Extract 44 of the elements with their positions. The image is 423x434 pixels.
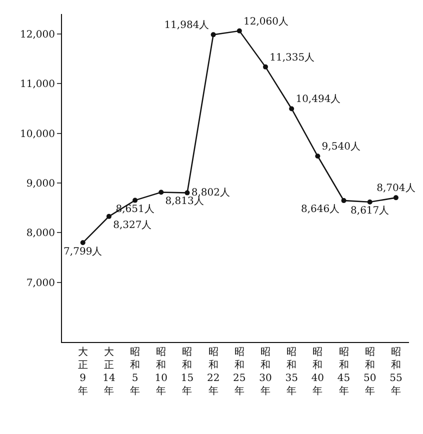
y-tick-label: 8,000 bbox=[26, 228, 55, 240]
y-tick-label: 10,000 bbox=[20, 128, 55, 140]
data-label: 8,704人 bbox=[376, 183, 416, 194]
data-label: 9,540人 bbox=[322, 142, 360, 153]
x-tick-label: 大正14年 bbox=[102, 346, 116, 397]
point bbox=[367, 200, 372, 204]
point bbox=[132, 198, 138, 203]
data-label: 7,799人 bbox=[64, 246, 102, 258]
y-tick-label: 12,000 bbox=[20, 29, 55, 40]
x-tick-label: 昭和25年 bbox=[233, 347, 246, 397]
y-tick-label: 7,000 bbox=[26, 278, 55, 289]
y-tick-label: 11,000 bbox=[20, 79, 55, 90]
point bbox=[236, 28, 242, 34]
data-label: 8,617人 bbox=[350, 206, 390, 217]
data-label: 12,060人 bbox=[244, 16, 289, 28]
data-label: 11,984人 bbox=[164, 20, 210, 32]
data-label: 8,802人 bbox=[191, 187, 230, 198]
point bbox=[341, 198, 346, 204]
x-tick-label: 昭和30年 bbox=[259, 347, 272, 397]
x-tick-label: 昭和50年 bbox=[363, 347, 376, 397]
x-tick-label: 昭和15年 bbox=[180, 347, 194, 397]
point bbox=[210, 32, 216, 38]
x-tick-label: 昭和35年 bbox=[285, 347, 298, 397]
point bbox=[106, 214, 112, 219]
data-label: 8,327人 bbox=[113, 220, 152, 232]
x-tick-label: 昭和40年 bbox=[311, 347, 324, 397]
point bbox=[393, 195, 398, 200]
point bbox=[184, 190, 190, 196]
x-tick-label: 昭和55年 bbox=[390, 347, 402, 397]
data-label: 8,646人 bbox=[301, 204, 340, 216]
x-tick-label: 昭和45年 bbox=[337, 347, 350, 397]
data-label: 11,335人 bbox=[270, 52, 315, 64]
x-tick-label: 大正9年 bbox=[78, 346, 88, 397]
y-tick-label: 9,000 bbox=[26, 178, 55, 190]
x-tick-label: 昭和10年 bbox=[154, 347, 168, 397]
x-tick-label: 昭和22年 bbox=[206, 347, 220, 397]
point bbox=[315, 154, 320, 159]
point bbox=[289, 106, 294, 112]
point bbox=[263, 64, 268, 70]
point bbox=[80, 240, 86, 246]
data-label: 10,494人 bbox=[296, 94, 341, 106]
point bbox=[158, 190, 164, 195]
x-tick-label: 昭和5年 bbox=[130, 347, 140, 397]
data-label: 8,813人 bbox=[165, 196, 204, 207]
